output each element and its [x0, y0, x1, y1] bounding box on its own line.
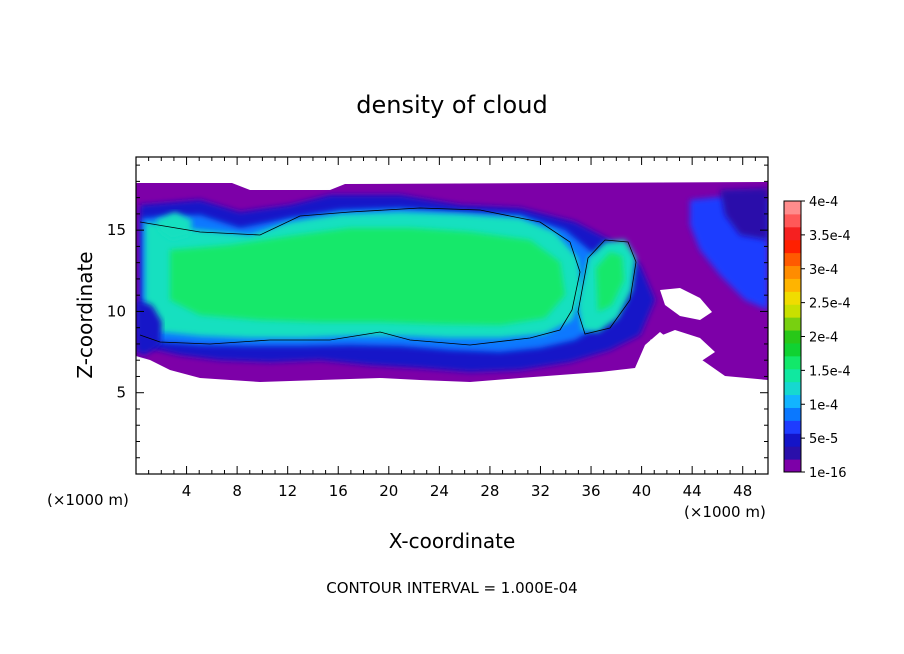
y-axis-label: Z-coordinate	[73, 251, 97, 378]
y-tick-label: 10	[107, 302, 126, 320]
x-tick-label: 4	[182, 482, 192, 500]
x-unit-left: (×1000 m)	[47, 491, 129, 509]
y-tick-label: 15	[107, 221, 126, 239]
right-curl-core	[596, 252, 624, 312]
colorbar-swatch	[784, 317, 801, 331]
x-tick-label: 44	[683, 482, 702, 500]
colorbar-swatch	[784, 201, 801, 215]
colorbar-swatch	[784, 394, 801, 408]
density-field	[136, 182, 768, 382]
colorbar-swatch	[784, 239, 801, 254]
colorbar-label: 3e-4	[809, 263, 838, 278]
colorbar-label: 1e-16	[809, 466, 847, 481]
colorbar-label: 1e-4	[809, 398, 838, 413]
colorbar-swatch	[784, 265, 801, 279]
colorbar-label: 1.5e-4	[809, 364, 851, 379]
x-axis-label: X-coordinate	[389, 529, 516, 553]
colorbar-swatch	[784, 446, 801, 460]
colorbar-label: 2e-4	[809, 331, 838, 346]
x-unit-right: (×1000 m)	[684, 503, 766, 521]
y-tick-label: 5	[116, 384, 126, 402]
region-5e-5-right	[720, 188, 768, 240]
contour-line	[139, 207, 581, 346]
x-tick-label: 36	[581, 482, 600, 500]
upper-left-swirl	[155, 212, 192, 240]
colorbar-label: 4e-4	[809, 195, 838, 210]
colorbar-swatch	[784, 355, 801, 370]
colorbar-label: 3.5e-4	[809, 229, 851, 244]
contour-interval-note: CONTOUR INTERVAL = 1.000E-04	[326, 579, 577, 597]
left-vortex	[136, 300, 162, 355]
x-tick-label: 28	[480, 482, 499, 500]
colorbar-swatch	[784, 433, 801, 447]
colorbar-label: 2.5e-4	[809, 297, 851, 312]
x-axis: 4 8 12 16 20 24 28 32 36 40 44 48	[148, 157, 756, 500]
x-tick-label: 20	[379, 482, 398, 500]
region-2e-4	[170, 228, 565, 325]
contour-line	[577, 239, 637, 335]
chart-title: density of cloud	[356, 91, 547, 119]
y-axis: 5 10 15	[107, 164, 768, 459]
colorbar-swatch	[784, 330, 801, 344]
colorbar-swatch	[784, 291, 801, 305]
envelope-gap	[650, 330, 715, 362]
colorbar-swatch	[784, 278, 801, 292]
x-tick-label: 40	[632, 482, 651, 500]
x-tick-label: 8	[232, 482, 242, 500]
colorbar-swatch	[784, 407, 801, 421]
colorbar-swatch	[784, 381, 801, 396]
colorbar-swatch	[784, 252, 801, 267]
x-tick-label: 12	[278, 482, 297, 500]
colorbar-swatch	[784, 368, 801, 383]
colorbar-label: 5e-5	[809, 432, 838, 447]
x-tick-label: 48	[733, 482, 752, 500]
x-tick-label: 24	[430, 482, 449, 500]
colorbar: 1e-16 5e-5 1e-4 1.5e-4 2e-4 2.5e-4 3e-4 3.5e-4 4…	[783, 195, 851, 481]
colorbar-swatch	[784, 459, 801, 473]
x-tick-label: 32	[531, 482, 550, 500]
colorbar-swatch	[784, 342, 801, 357]
x-tick-label: 16	[329, 482, 348, 500]
colorbar-swatch	[784, 420, 801, 434]
colorbar-swatch	[784, 213, 801, 228]
colorbar-swatch	[784, 304, 801, 318]
envelope-gap	[660, 288, 712, 320]
colorbar-swatch	[784, 226, 801, 241]
